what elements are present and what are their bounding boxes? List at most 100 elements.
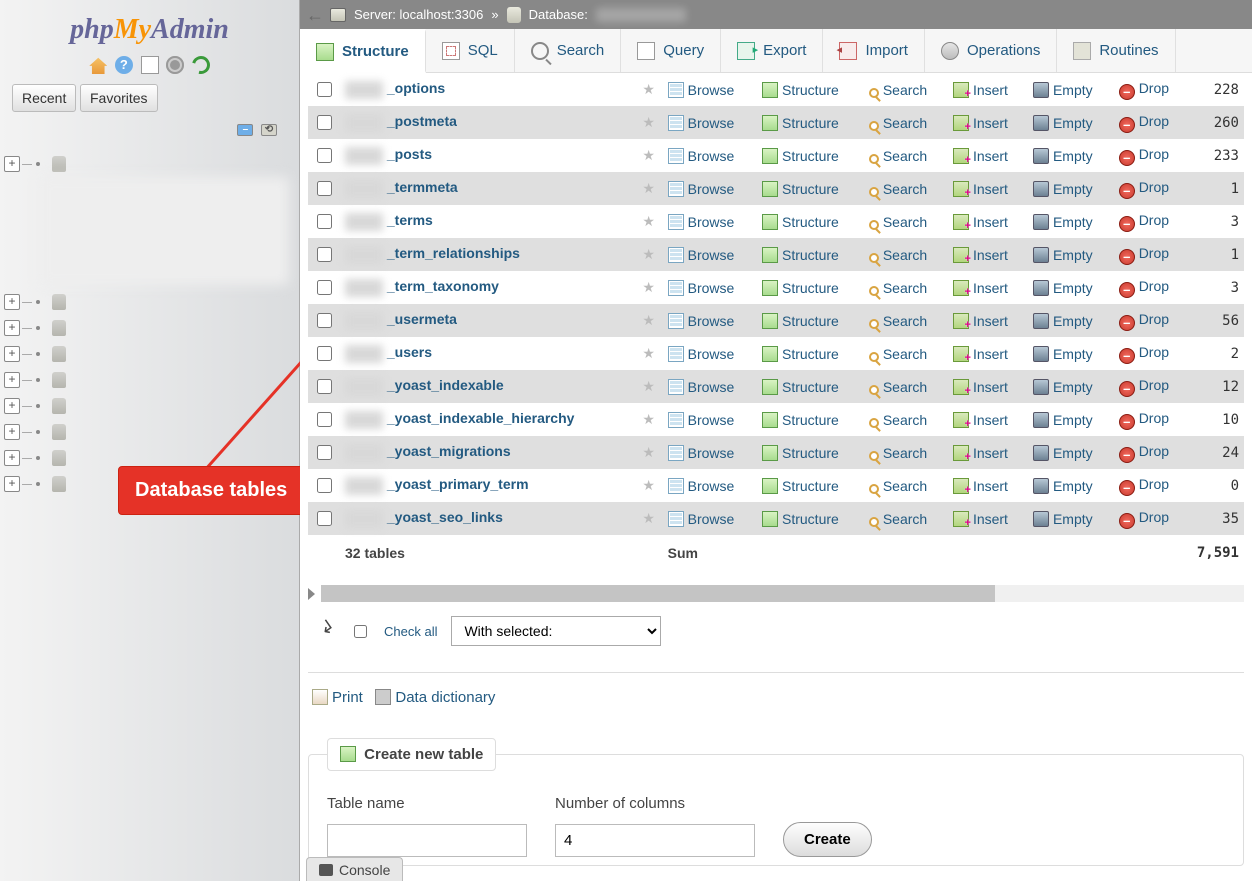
empty-link[interactable]: Empty bbox=[1053, 247, 1093, 263]
favorite-star-icon[interactable]: ★ bbox=[635, 436, 663, 469]
browse-link[interactable]: Browse bbox=[688, 412, 735, 428]
favorite-star-icon[interactable]: ★ bbox=[635, 106, 663, 139]
browse-link[interactable]: Browse bbox=[688, 478, 735, 494]
structure-link[interactable]: Structure bbox=[782, 115, 839, 131]
browse-link[interactable]: Browse bbox=[688, 313, 735, 329]
structure-link[interactable]: Structure bbox=[782, 511, 839, 527]
row-checkbox[interactable] bbox=[317, 82, 332, 97]
row-checkbox[interactable] bbox=[317, 346, 332, 361]
structure-link[interactable]: Structure bbox=[782, 247, 839, 263]
drop-link[interactable]: Drop bbox=[1139, 179, 1169, 195]
insert-link[interactable]: Insert bbox=[973, 313, 1008, 329]
empty-link[interactable]: Empty bbox=[1053, 346, 1093, 362]
tree-node[interactable]: + bbox=[4, 367, 289, 393]
table-name-link[interactable]: _yoast_indexable bbox=[387, 377, 504, 393]
insert-link[interactable]: Insert bbox=[973, 82, 1008, 98]
favorite-star-icon[interactable]: ★ bbox=[635, 304, 663, 337]
browse-link[interactable]: Browse bbox=[688, 148, 735, 164]
favorite-star-icon[interactable]: ★ bbox=[635, 73, 663, 106]
tab-search[interactable]: Search bbox=[515, 29, 622, 72]
expand-icon[interactable]: + bbox=[4, 294, 20, 310]
drop-link[interactable]: Drop bbox=[1139, 377, 1169, 393]
scroll-left-icon[interactable] bbox=[308, 588, 315, 600]
drop-link[interactable]: Drop bbox=[1139, 410, 1169, 426]
tree-node[interactable]: + bbox=[4, 419, 289, 445]
search-link[interactable]: Search bbox=[883, 148, 927, 164]
row-checkbox[interactable] bbox=[317, 181, 332, 196]
browse-link[interactable]: Browse bbox=[688, 247, 735, 263]
empty-link[interactable]: Empty bbox=[1053, 82, 1093, 98]
structure-link[interactable]: Structure bbox=[782, 313, 839, 329]
search-link[interactable]: Search bbox=[883, 445, 927, 461]
empty-link[interactable]: Empty bbox=[1053, 445, 1093, 461]
insert-link[interactable]: Insert bbox=[973, 346, 1008, 362]
table-name-link[interactable]: _usermeta bbox=[387, 311, 457, 327]
insert-link[interactable]: Insert bbox=[973, 148, 1008, 164]
empty-link[interactable]: Empty bbox=[1053, 478, 1093, 494]
drop-link[interactable]: Drop bbox=[1139, 443, 1169, 459]
tree-node[interactable]: + bbox=[4, 151, 289, 177]
table-name-link[interactable]: _termmeta bbox=[387, 179, 458, 195]
recent-button[interactable]: Recent bbox=[12, 84, 76, 112]
docs-icon[interactable] bbox=[141, 56, 159, 74]
tab-export[interactable]: Export bbox=[721, 29, 823, 72]
expand-icon[interactable]: + bbox=[4, 424, 20, 440]
row-checkbox[interactable] bbox=[317, 247, 332, 262]
with-selected-dropdown[interactable]: With selected: bbox=[451, 616, 661, 646]
favorite-star-icon[interactable]: ★ bbox=[635, 271, 663, 304]
console-tab[interactable]: Console bbox=[306, 857, 403, 881]
browse-link[interactable]: Browse bbox=[688, 115, 735, 131]
breadcrumb-db-label[interactable]: Database: bbox=[529, 7, 588, 22]
empty-link[interactable]: Empty bbox=[1053, 280, 1093, 296]
search-link[interactable]: Search bbox=[883, 313, 927, 329]
tab-operations[interactable]: Operations bbox=[925, 29, 1057, 72]
tab-sql[interactable]: SQL bbox=[426, 29, 515, 72]
insert-link[interactable]: Insert bbox=[973, 280, 1008, 296]
structure-link[interactable]: Structure bbox=[782, 379, 839, 395]
empty-link[interactable]: Empty bbox=[1053, 115, 1093, 131]
table-name-link[interactable]: _users bbox=[387, 344, 432, 360]
insert-link[interactable]: Insert bbox=[973, 445, 1008, 461]
data-dictionary-link[interactable]: Data dictionary bbox=[395, 689, 495, 706]
browse-link[interactable]: Browse bbox=[688, 346, 735, 362]
row-checkbox[interactable] bbox=[317, 280, 332, 295]
tree-node[interactable]: + bbox=[4, 315, 289, 341]
search-link[interactable]: Search bbox=[883, 247, 927, 263]
tab-routines[interactable]: Routines bbox=[1057, 29, 1175, 72]
favorite-star-icon[interactable]: ★ bbox=[635, 370, 663, 403]
search-link[interactable]: Search bbox=[883, 214, 927, 230]
search-link[interactable]: Search bbox=[883, 511, 927, 527]
search-link[interactable]: Search bbox=[883, 82, 927, 98]
table-name-link[interactable]: _options bbox=[387, 80, 445, 96]
row-checkbox[interactable] bbox=[317, 511, 332, 526]
browse-link[interactable]: Browse bbox=[688, 181, 735, 197]
help-icon[interactable]: ? bbox=[115, 56, 133, 74]
favorite-star-icon[interactable]: ★ bbox=[635, 337, 663, 370]
reload-icon[interactable] bbox=[188, 53, 213, 78]
favorite-star-icon[interactable]: ★ bbox=[635, 502, 663, 535]
row-checkbox[interactable] bbox=[317, 412, 332, 427]
row-checkbox[interactable] bbox=[317, 214, 332, 229]
browse-link[interactable]: Browse bbox=[688, 214, 735, 230]
table-name-link[interactable]: _yoast_seo_links bbox=[387, 509, 503, 525]
row-checkbox[interactable] bbox=[317, 445, 332, 460]
insert-link[interactable]: Insert bbox=[973, 412, 1008, 428]
row-checkbox[interactable] bbox=[317, 313, 332, 328]
search-link[interactable]: Search bbox=[883, 412, 927, 428]
row-checkbox[interactable] bbox=[317, 478, 332, 493]
drop-link[interactable]: Drop bbox=[1139, 80, 1169, 96]
logo[interactable]: phpMyAdmin bbox=[0, 0, 299, 52]
structure-link[interactable]: Structure bbox=[782, 214, 839, 230]
search-link[interactable]: Search bbox=[883, 280, 927, 296]
insert-link[interactable]: Insert bbox=[973, 379, 1008, 395]
structure-link[interactable]: Structure bbox=[782, 148, 839, 164]
num-columns-input[interactable] bbox=[555, 824, 755, 857]
browse-link[interactable]: Browse bbox=[688, 379, 735, 395]
check-all-link[interactable]: Check all bbox=[384, 624, 437, 639]
browse-link[interactable]: Browse bbox=[688, 511, 735, 527]
search-link[interactable]: Search bbox=[883, 115, 927, 131]
insert-link[interactable]: Insert bbox=[973, 214, 1008, 230]
expand-icon[interactable]: + bbox=[4, 156, 20, 172]
empty-link[interactable]: Empty bbox=[1053, 412, 1093, 428]
check-all-checkbox[interactable] bbox=[354, 625, 367, 638]
